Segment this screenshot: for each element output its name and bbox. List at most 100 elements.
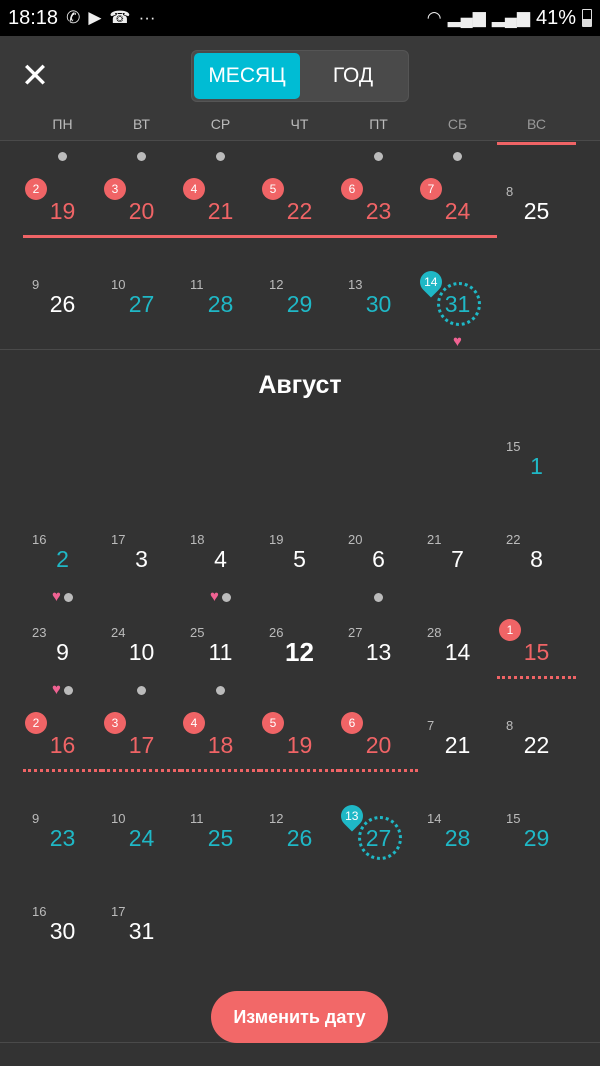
note-dot-icon	[137, 151, 146, 161]
cycle-day: 10	[111, 811, 126, 826]
tab-month[interactable]: МЕСЯЦ	[194, 53, 300, 99]
close-icon[interactable]: ✕	[20, 57, 50, 95]
day-cell[interactable]: 7 21	[418, 697, 497, 790]
day-cell[interactable]: 21 7	[418, 511, 497, 604]
day-cell[interactable]: 8 22	[497, 697, 576, 790]
empty-cell	[339, 883, 418, 976]
day-cell[interactable]: 13 27	[336, 790, 418, 883]
cycle-day: 17	[111, 904, 126, 919]
day-cell[interactable]: 1 15	[497, 604, 576, 697]
day-number: 24	[128, 825, 155, 851]
day-number: 15	[523, 639, 550, 665]
empty-cell	[418, 418, 497, 511]
badge-number: 4	[190, 716, 198, 730]
empty-cell	[497, 256, 576, 349]
weekday-row: ПН ВТ СР ЧТ ПТ СБ ВС	[0, 116, 600, 132]
change-date-button[interactable]: Изменить дату	[211, 991, 388, 1043]
period-day-badge: 6	[341, 712, 363, 734]
period-day-badge: 1	[499, 619, 521, 641]
day-cell[interactable]: 10 27	[102, 256, 181, 349]
day-number: 27	[365, 825, 392, 851]
day-cell[interactable]: 11 28	[181, 256, 260, 349]
empty-cell	[260, 418, 339, 511]
badge-number: 14	[424, 275, 438, 290]
day-number: 8	[530, 546, 543, 572]
day-cell[interactable]: 2514	[181, 141, 260, 163]
cycle-day: 18	[190, 532, 205, 547]
day-cell[interactable]: 11 25	[181, 790, 260, 883]
day-cell[interactable]: 15 29	[497, 790, 576, 883]
calendar-scroll[interactable]: 2312241325142615271628171182193204215226…	[0, 141, 600, 1042]
day-marks	[102, 683, 181, 697]
day-marks: ♥	[181, 589, 260, 604]
day-cell[interactable]: 26 12	[260, 604, 339, 697]
day-cell[interactable]: 3 20	[102, 163, 181, 256]
cycle-day: 19	[269, 532, 284, 547]
day-cell[interactable]: 5 19	[260, 697, 339, 790]
cycle-day: 8	[506, 184, 514, 199]
day-cell[interactable]: 9 26	[23, 256, 102, 349]
day-cell[interactable]: 4 21	[181, 163, 260, 256]
day-cell[interactable]: 2413	[102, 141, 181, 163]
day-cell[interactable]: 6 23	[339, 163, 418, 256]
day-cell[interactable]: 8 25	[497, 163, 576, 256]
day-cell[interactable]: 5 22	[260, 163, 339, 256]
day-cell[interactable]: 4 18	[181, 697, 260, 790]
day-cell[interactable]: 27 13	[339, 604, 418, 697]
day-cell[interactable]: 28 14	[418, 604, 497, 697]
day-cell[interactable]: 12 29	[260, 256, 339, 349]
day-number: 29	[523, 825, 550, 851]
day-cell[interactable]: 14 28	[418, 790, 497, 883]
period-underline	[102, 235, 181, 238]
day-cell[interactable]: 17 3	[102, 511, 181, 604]
day-number: 31	[444, 291, 471, 317]
day-cell[interactable]: 12 26	[260, 790, 339, 883]
day-cell[interactable]: 15 1	[497, 418, 576, 511]
week-row: 2 19 3 20 4 21 5 22 6 23 7 24 8 25	[0, 163, 600, 256]
day-cell[interactable]: 22 8	[497, 511, 576, 604]
day-number: 19	[286, 732, 313, 758]
badge-number: 6	[348, 716, 356, 730]
day-cell[interactable]: 2615	[260, 141, 339, 163]
day-number: 11	[208, 639, 233, 665]
cycle-day: 15	[506, 811, 521, 826]
day-cell[interactable]: 7 24	[418, 163, 497, 256]
empty-cell	[181, 883, 260, 976]
day-cell[interactable]: 2817	[418, 141, 497, 163]
calendar-header: ✕ МЕСЯЦ ГОД ПН ВТ СР ЧТ ПТ СБ ВС	[0, 36, 600, 141]
day-cell[interactable]: 20 6	[339, 511, 418, 604]
note-dot-icon	[221, 592, 231, 602]
day-number: 10	[128, 639, 155, 665]
day-cell[interactable]: 13 30	[339, 256, 418, 349]
day-marks	[418, 149, 497, 163]
day-marks	[23, 149, 102, 163]
day-cell[interactable]: 16 2 ♥	[23, 511, 102, 604]
day-cell[interactable]: 9 23	[23, 790, 102, 883]
day-cell[interactable]: 14 31 ♥	[415, 256, 497, 349]
wifi-icon: ◠	[426, 8, 442, 27]
day-marks	[339, 149, 418, 163]
day-cell[interactable]: 25 11	[181, 604, 260, 697]
day-cell[interactable]: 2 19	[23, 163, 102, 256]
day-cell[interactable]: 16 30	[23, 883, 102, 976]
day-cell[interactable]: 24 10	[102, 604, 181, 697]
day-cell[interactable]: 10 24	[102, 790, 181, 883]
signal-icon: ▂▄▆	[447, 8, 486, 27]
badge-number: 5	[269, 716, 277, 730]
whatsapp-icon: ✆	[66, 8, 81, 27]
day-cell[interactable]: 3 17	[102, 697, 181, 790]
day-cell[interactable]: 118	[497, 141, 576, 163]
day-cell[interactable]: 19 5	[260, 511, 339, 604]
day-cell[interactable]: 2716	[339, 141, 418, 163]
day-number: 7	[451, 546, 464, 572]
day-cell[interactable]: 6 20	[339, 697, 418, 790]
day-number: 27	[128, 291, 155, 317]
day-cell[interactable]: 18 4 ♥	[181, 511, 260, 604]
day-cell[interactable]: 23 9 ♥	[23, 604, 102, 697]
day-cell[interactable]: 17 31	[102, 883, 181, 976]
tab-year[interactable]: ГОД	[332, 64, 374, 87]
day-cell[interactable]: 2 16	[23, 697, 102, 790]
period-day-badge: 5	[262, 712, 284, 734]
day-marks: ♥	[418, 334, 497, 349]
day-cell[interactable]: 2312	[23, 141, 102, 163]
